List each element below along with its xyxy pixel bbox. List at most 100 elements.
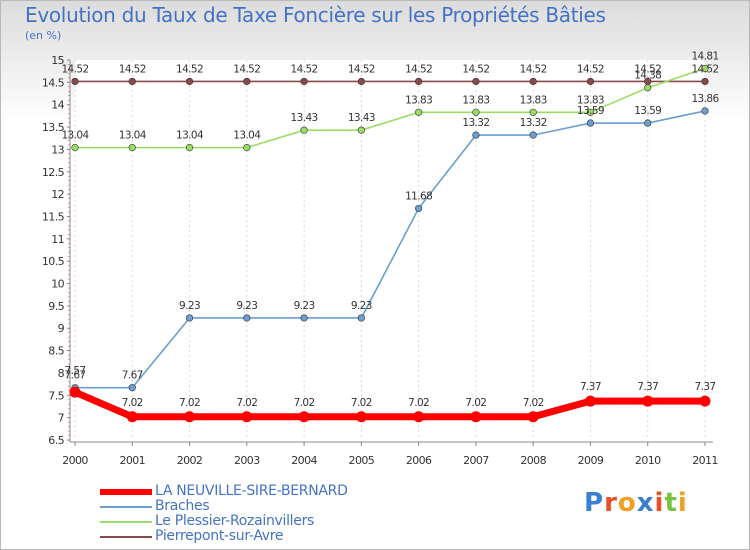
x-tick-label: 2007 [463, 454, 489, 467]
y-tick-label: 7.5 [48, 389, 64, 402]
logo-letter: r [604, 488, 618, 518]
chart-unit-label: (en %) [25, 29, 62, 42]
data-point [644, 84, 652, 92]
data-label: 9.23 [351, 300, 372, 312]
data-label: 13.43 [348, 112, 375, 124]
y-tick-label: 15 [51, 54, 64, 67]
data-point [701, 77, 709, 86]
data-label: 13.43 [291, 112, 318, 124]
data-label: 7.37 [637, 381, 658, 393]
y-tick-label: 6.5 [48, 434, 64, 447]
y-tick-label: 11 [51, 233, 64, 246]
data-label: 13.59 [577, 105, 604, 117]
y-tick-label: 8 [58, 367, 65, 380]
data-label: 14.52 [291, 63, 318, 75]
y-tick-label: 13.5 [42, 121, 65, 134]
y-tick-label: 14.5 [42, 76, 65, 89]
data-label: 14.52 [462, 63, 489, 75]
data-label: 7.37 [580, 381, 601, 393]
data-label: 13.04 [61, 130, 89, 142]
data-label: 7.02 [179, 397, 200, 409]
data-label: 13.04 [119, 130, 147, 142]
data-point [586, 119, 595, 127]
data-label: 7.02 [294, 397, 315, 409]
data-point [300, 314, 308, 322]
data-label: 7.37 [695, 381, 716, 393]
data-point [699, 395, 711, 407]
data-point [241, 411, 253, 423]
data-point [300, 126, 308, 134]
data-label: 11.68 [405, 190, 432, 202]
y-tick-label: 13 [51, 143, 64, 156]
x-tick-label: 2004 [291, 454, 317, 467]
data-point [644, 119, 652, 127]
data-label: 13.32 [520, 117, 547, 129]
y-tick-label: 9.5 [48, 300, 64, 313]
data-point [184, 411, 196, 423]
data-label: 14.52 [119, 63, 146, 75]
y-tick-label: 12.5 [42, 166, 65, 179]
data-label: 9.23 [179, 300, 200, 312]
data-point [185, 144, 194, 152]
data-point [128, 144, 136, 152]
y-tick-label: 11.5 [42, 210, 65, 223]
legend-swatch [100, 521, 152, 523]
data-point [185, 314, 194, 322]
data-label: 14.52 [520, 63, 547, 75]
data-label: 7.02 [122, 397, 143, 409]
data-point [243, 144, 251, 152]
data-point [586, 77, 595, 86]
data-point [586, 108, 595, 116]
data-label: 7.02 [351, 397, 372, 409]
data-label: 14.52 [577, 63, 604, 75]
data-point [529, 131, 537, 139]
data-label: 13.83 [462, 94, 489, 106]
data-point [415, 77, 423, 86]
data-label: 13.59 [634, 105, 661, 117]
data-label: 14.52 [348, 63, 375, 75]
x-tick-label: 2008 [520, 454, 546, 467]
data-label: 13.04 [233, 130, 261, 142]
logo-letter: P [584, 488, 605, 518]
data-label: 13.83 [577, 94, 604, 106]
data-point [300, 77, 308, 86]
x-tick-label: 2006 [406, 454, 432, 467]
series-line [75, 110, 706, 389]
data-point [71, 77, 79, 86]
data-label: 13.86 [691, 93, 719, 105]
x-tick-label: 2009 [578, 454, 604, 467]
data-label: 14.81 [691, 50, 718, 62]
plot-area [75, 60, 705, 440]
x-tick-label: 2003 [234, 454, 260, 467]
data-label: 7.67 [65, 370, 86, 382]
legend-swatch [100, 536, 152, 538]
logo-letter: i [677, 488, 688, 518]
proxiti-logo: Proxiti [584, 488, 688, 518]
logo-letter: t [664, 488, 678, 518]
data-label: 14.52 [634, 63, 661, 75]
legend-label: Pierrepont-sur-Avre [155, 528, 284, 544]
legend-swatch [100, 506, 152, 508]
data-point [415, 204, 423, 213]
data-label: 13.83 [405, 94, 432, 106]
legend-label: Le Plessier-Rozainvillers [155, 513, 315, 529]
data-label: 9.23 [294, 300, 315, 312]
legend-label: Braches [155, 498, 210, 514]
data-point [701, 107, 709, 115]
data-point [355, 411, 367, 423]
data-label: 14.38 [634, 70, 661, 82]
data-point [357, 126, 365, 134]
y-tick-label: 8.5 [48, 345, 64, 358]
data-label: 14.52 [176, 63, 203, 75]
data-point [128, 77, 136, 86]
data-label: 14.52 [61, 63, 88, 75]
x-tick-label: 2002 [177, 454, 203, 467]
x-tick-label: 2000 [62, 454, 88, 467]
data-point [69, 386, 81, 398]
series-line [73, 388, 705, 421]
y-tick-label: 10.5 [42, 255, 65, 268]
data-point [243, 77, 251, 86]
data-label: 7.02 [236, 397, 257, 409]
data-point [642, 395, 654, 407]
data-point [472, 77, 480, 86]
